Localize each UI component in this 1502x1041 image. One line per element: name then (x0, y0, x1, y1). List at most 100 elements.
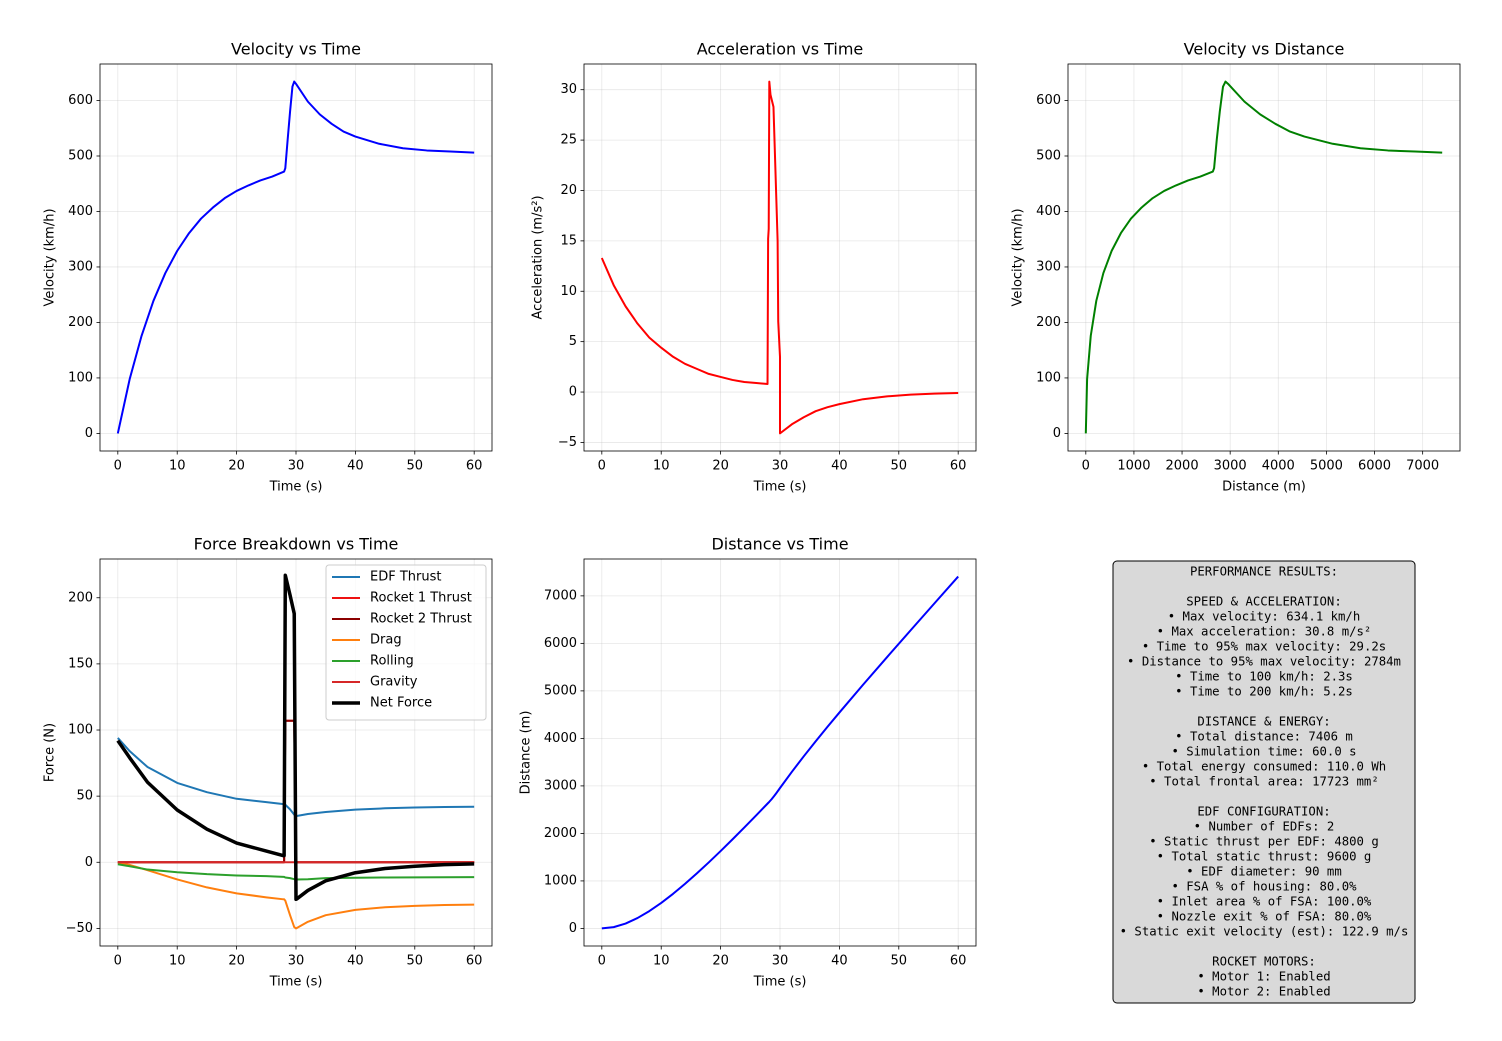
y-tick-label: 1000 (544, 873, 577, 888)
chart-title: Acceleration vs Time (697, 40, 864, 59)
y-tick-label: −5 (558, 435, 577, 450)
y-tick-label: 25 (560, 133, 577, 148)
x-tick-label: 20 (228, 459, 245, 474)
x-axis-label: Time (s) (269, 975, 323, 990)
y-axis-label: Acceleration (m/s²) (531, 195, 546, 319)
x-tick-label: 5000 (1310, 459, 1343, 474)
result-line: • Motor 2: Enabled (1197, 985, 1330, 999)
section-heading: SPEED & ACCELERATION: (1186, 595, 1341, 609)
x-tick-label: 2000 (1166, 459, 1199, 474)
y-tick-label: 0 (569, 921, 577, 936)
legend-label: EDF Thrust (370, 570, 441, 585)
result-line: • Total static thrust: 9600 g (1157, 850, 1372, 864)
x-tick-label: 50 (891, 459, 908, 474)
section-heading: EDF CONFIGURATION: (1197, 805, 1330, 819)
x-axis-label: Distance (m) (1222, 480, 1306, 495)
y-tick-label: 7000 (544, 588, 577, 603)
y-tick-label: 0 (569, 385, 577, 400)
y-tick-label: 100 (68, 723, 93, 738)
x-axis-label: Time (s) (269, 480, 323, 495)
chart-title: Velocity vs Time (231, 40, 361, 59)
result-line: • Distance to 95% max velocity: 2784m (1127, 655, 1401, 669)
x-tick-label: 40 (347, 459, 364, 474)
y-tick-label: 200 (68, 590, 93, 605)
results-title: PERFORMANCE RESULTS: (1190, 565, 1338, 579)
x-tick-label: 40 (831, 459, 848, 474)
y-tick-label: 20 (560, 183, 577, 198)
y-tick-label: 30 (560, 82, 577, 97)
result-line: • Max acceleration: 30.8 m/s² (1157, 625, 1372, 639)
y-axis-label: Force (N) (43, 723, 58, 782)
x-tick-label: 10 (653, 459, 670, 474)
result-line: • Max velocity: 634.1 km/h (1168, 610, 1361, 624)
result-line: • Simulation time: 60.0 s (1171, 745, 1356, 759)
y-tick-label: 600 (1036, 93, 1061, 108)
chart-title: Force Breakdown vs Time (194, 535, 399, 554)
data-line (117, 737, 475, 817)
x-tick-label: 60 (950, 954, 967, 969)
result-line: • Total energy consumed: 110.0 Wh (1142, 760, 1386, 774)
y-tick-label: 5000 (544, 683, 577, 698)
x-tick-label: 30 (288, 459, 305, 474)
result-line: • Motor 1: Enabled (1197, 970, 1330, 984)
x-tick-label: 50 (407, 459, 424, 474)
y-tick-label: 400 (1036, 204, 1061, 219)
result-line: • Nozzle exit % of FSA: 80.0% (1157, 910, 1372, 924)
result-line: • Inlet area % of FSA: 100.0% (1157, 895, 1372, 909)
y-tick-label: 0 (1053, 426, 1061, 441)
y-tick-label: 3000 (544, 778, 577, 793)
result-line: • Time to 200 km/h: 5.2s (1175, 685, 1353, 699)
y-tick-label: 15 (560, 233, 577, 248)
result-line: • Static thrust per EDF: 4800 g (1149, 835, 1379, 849)
result-line: • Total distance: 7406 m (1175, 730, 1353, 744)
x-tick-label: 20 (712, 954, 729, 969)
axes-frame (1067, 63, 1461, 452)
x-tick-label: 10 (169, 954, 186, 969)
x-tick-label: 40 (347, 954, 364, 969)
x-tick-label: 30 (772, 459, 789, 474)
result-line: • Number of EDFs: 2 (1194, 820, 1335, 834)
result-line: • Time to 100 km/h: 2.3s (1175, 670, 1353, 684)
x-tick-label: 50 (407, 954, 424, 969)
legend-label: Net Force (370, 696, 432, 711)
legend-label: Rolling (370, 654, 414, 669)
x-tick-label: 60 (466, 459, 483, 474)
result-line: • Time to 95% max velocity: 29.2s (1142, 640, 1386, 654)
y-tick-label: 200 (1036, 315, 1061, 330)
y-tick-label: 2000 (544, 826, 577, 841)
y-tick-label: 300 (1036, 259, 1061, 274)
data-line (117, 863, 475, 881)
x-tick-label: 20 (712, 459, 729, 474)
y-tick-label: 5 (569, 334, 577, 349)
y-tick-label: 150 (68, 656, 93, 671)
x-tick-label: 20 (228, 954, 245, 969)
y-tick-label: 6000 (544, 636, 577, 651)
section-heading: ROCKET MOTORS: (1212, 955, 1316, 969)
x-tick-label: 30 (772, 954, 789, 969)
y-tick-label: 100 (1036, 370, 1061, 385)
x-tick-label: 50 (891, 954, 908, 969)
y-tick-label: 0 (85, 426, 93, 441)
y-tick-label: 4000 (544, 731, 577, 746)
section-heading: DISTANCE & ENERGY: (1197, 715, 1330, 729)
data-line (116, 573, 475, 902)
x-tick-label: 3000 (1214, 459, 1247, 474)
x-tick-label: 0 (114, 954, 122, 969)
x-tick-label: 60 (466, 954, 483, 969)
y-tick-label: 10 (560, 284, 577, 299)
x-tick-label: 40 (831, 954, 848, 969)
y-tick-label: 400 (68, 204, 93, 219)
results-box (1112, 560, 1416, 1004)
legend-label: Rocket 2 Thrust (370, 612, 472, 627)
legend-label: Rocket 1 Thrust (370, 591, 472, 606)
x-tick-label: 1000 (1117, 459, 1150, 474)
data-line (1084, 80, 1443, 434)
legend-label: Drag (370, 633, 402, 648)
legend-label: Gravity (370, 675, 418, 690)
legend-box (325, 564, 487, 721)
x-tick-label: 7000 (1406, 459, 1439, 474)
x-tick-label: 0 (598, 954, 606, 969)
x-axis-label: Time (s) (753, 480, 807, 495)
y-tick-label: −50 (66, 921, 93, 936)
